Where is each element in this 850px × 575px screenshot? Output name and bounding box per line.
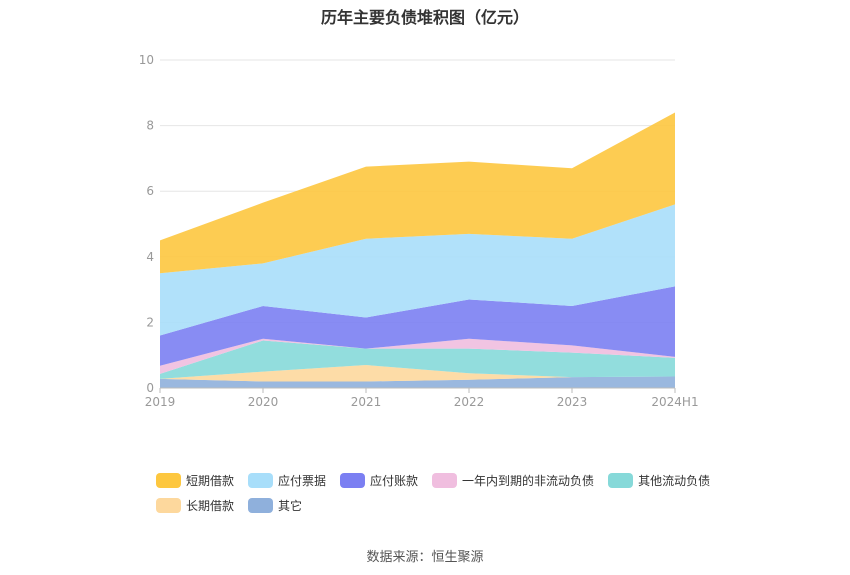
legend-item[interactable]: 应付票据 (248, 472, 326, 489)
legend-label: 应付票据 (278, 474, 327, 488)
legend-label: 短期借款 (186, 474, 235, 488)
area-series-短期借款 (160, 112, 675, 274)
area-series (160, 112, 675, 388)
legend-label: 其他流动负债 (638, 474, 711, 488)
legend-item[interactable]: 其它 (248, 497, 302, 514)
y-tick-label: 6 (146, 184, 154, 198)
legend-label: 应付账款 (370, 474, 419, 488)
legend-item[interactable]: 长期借款 (156, 497, 234, 514)
x-tick-label: 2021 (351, 395, 382, 409)
data-source: 数据来源：恒生聚源 (366, 550, 484, 565)
legend-swatch (156, 473, 181, 488)
x-tick-label: 2020 (248, 395, 279, 409)
area-series-其它 (160, 376, 675, 388)
y-tick-label: 0 (146, 381, 154, 395)
legend-swatch (432, 473, 458, 488)
legend-item[interactable]: 其他流动负债 (608, 472, 710, 489)
area-series-一年内到期的非流动负债 (160, 338, 675, 374)
legend-swatch (248, 498, 274, 513)
y-tick-label: 8 (146, 119, 154, 133)
x-tick-label: 2023 (557, 395, 588, 409)
legend-swatch (248, 473, 274, 488)
x-tick-label: 2024H1 (651, 395, 698, 409)
y-tick-label: 10 (139, 53, 154, 67)
legend-item[interactable]: 应付账款 (340, 472, 418, 489)
legend: 短期借款 应付票据 应付账款 一年内到期的非流动负债 其他流动负债长期借款 其它 (156, 472, 716, 514)
area-series-应付账款 (160, 286, 675, 366)
area-series-应付票据 (160, 204, 675, 336)
legend-item[interactable]: 短期借款 (156, 472, 234, 489)
y-tick-label: 2 (146, 315, 154, 329)
legend-swatch (340, 473, 366, 488)
x-tick-label: 2019 (145, 395, 176, 409)
legend-item[interactable]: 一年内到期的非流动负债 (432, 472, 594, 489)
x-tick-label: 2022 (454, 395, 485, 409)
legend-swatch (608, 473, 634, 488)
legend-label: 长期借款 (186, 499, 235, 513)
area-series-其他流动负债 (160, 340, 675, 379)
legend-swatch (156, 498, 181, 513)
axes: 0 2 4 6 8 10 2019 2020 2021 2022 2023 2024H1 (139, 53, 699, 409)
legend-label: 其它 (278, 499, 303, 513)
stacked-area-chart: 0 2 4 6 8 10 2019 2020 2021 2022 2023 2024H1 (139, 53, 699, 409)
y-tick-label: 4 (146, 250, 154, 264)
legend-label: 一年内到期的非流动负债 (462, 474, 595, 488)
area-series-长期借款 (160, 365, 675, 382)
chart-title: 历年主要负债堆积图（亿元） (320, 8, 529, 27)
